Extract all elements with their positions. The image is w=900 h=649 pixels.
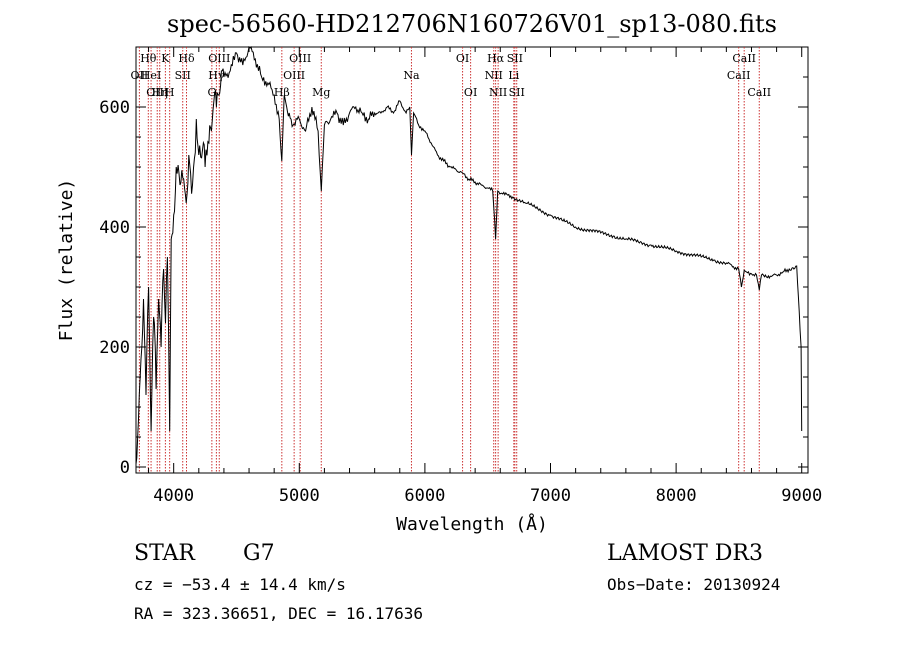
x-tick-label: 6000 [404,486,445,506]
redshift-cz: cz = −53.4 ± 14.4 km/s [134,575,346,594]
line-label: H [165,86,175,99]
y-axis-ticks: 0 200 400 600 [99,76,808,478]
line-label: G [207,86,216,99]
x-axis-ticks: 4000 5000 6000 7000 8000 9000 [148,47,822,506]
line-label: NII [485,69,503,82]
line-label: NII [489,86,507,99]
x-tick-label: 8000 [656,486,697,506]
x-axis-label: Wavelength (Å) [396,513,548,535]
y-tick-label: 600 [99,98,130,118]
x-tick-label: 4000 [153,486,194,506]
line-label: OII [131,69,149,82]
line-label: Li [508,69,519,82]
line-label: Hβ [274,86,290,99]
line-label: SII [175,69,191,82]
line-label: SII [509,86,525,99]
x-tick-label: 7000 [530,486,571,506]
line-label: OIII [283,69,305,82]
line-label: Hδ [178,52,195,65]
line-label: Hθ [140,52,157,65]
object-class: STAR [134,541,196,566]
x-tick-label: 5000 [279,486,320,506]
line-label: Hα [487,52,505,65]
line-label: Na [403,69,420,82]
line-label: Hη [152,86,168,99]
x-tick-label: 9000 [781,486,822,506]
obs-date: Obs−Date: 20130924 [607,575,780,594]
chart-title: spec-56560-HD212706N160726V01_sp13-080.f… [167,10,777,38]
line-label: OI [464,86,477,99]
line-label: Mg [312,86,330,99]
y-tick-label: 400 [99,218,130,238]
line-label: HeI [141,69,161,82]
line-label: K [161,52,170,65]
y-tick-label: 0 [120,458,130,478]
line-markers [138,47,760,473]
line-label: OIII [208,52,230,65]
line-label: CaII [747,86,771,99]
y-tick-label: 200 [99,338,130,358]
flux-series-line [135,45,803,465]
object-subclass: G7 [243,541,275,566]
line-label: SII [507,52,523,65]
line-label: OIII [146,86,168,99]
line-label: OIII [289,52,311,65]
y-axis-label: Flux (relative) [56,179,77,342]
line-label: OI [456,52,469,65]
plot-frame [135,46,809,474]
ra-dec: RA = 323.36651, DEC = 16.17636 [134,604,423,623]
line-label: CaII [727,69,751,82]
survey-name: LAMOST DR3 [607,541,763,566]
line-label: CaII [732,52,756,65]
